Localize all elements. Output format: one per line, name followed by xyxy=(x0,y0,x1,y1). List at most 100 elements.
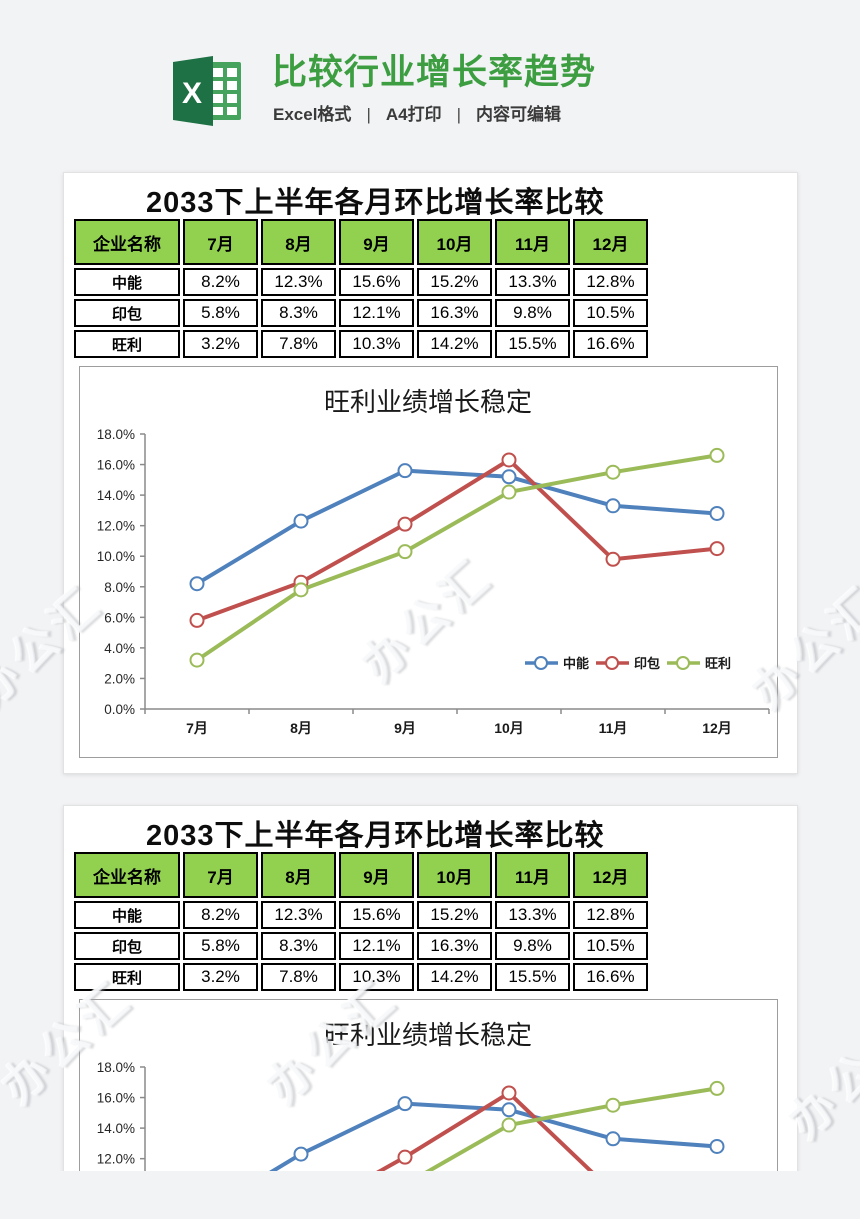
value-cell: 15.6% xyxy=(339,901,414,929)
value-cell: 3.2% xyxy=(183,963,258,991)
svg-text:12月: 12月 xyxy=(702,720,732,736)
value-cell: 13.3% xyxy=(495,901,570,929)
value-cell: 15.6% xyxy=(339,268,414,296)
svg-text:7月: 7月 xyxy=(186,720,208,736)
table-row: 中能 8.2% 12.3% 15.6% 15.2% 13.3% 12.8% xyxy=(74,268,648,296)
chart-container: 旺利业绩增长稳定0.0%2.0%4.0%6.0%8.0%10.0%12.0%14… xyxy=(79,999,778,1171)
column-header: 企业名称 xyxy=(74,852,180,898)
column-header: 11月 xyxy=(495,219,570,265)
value-cell: 15.5% xyxy=(495,963,570,991)
growth-rate-table: 企业名称 7月 8月 9月 10月 11月 12月 中能 8.2% 12.3% 15.6% 15.2%… xyxy=(71,849,651,994)
value-cell: 14.2% xyxy=(417,330,492,358)
company-name-cell: 中能 xyxy=(74,268,180,296)
value-cell: 5.8% xyxy=(183,299,258,327)
value-cell: 3.2% xyxy=(183,330,258,358)
value-cell: 12.1% xyxy=(339,932,414,960)
table-row: 中能 8.2% 12.3% 15.6% 15.2% 13.3% 12.8% xyxy=(74,901,648,929)
value-cell: 14.2% xyxy=(417,963,492,991)
svg-text:旺利: 旺利 xyxy=(705,656,731,671)
value-cell: 15.2% xyxy=(417,901,492,929)
column-header: 7月 xyxy=(183,219,258,265)
excel-icon-letter: X xyxy=(182,77,202,110)
content-area: 2033下上半年各月环比增长率比较 企业名称 7月 8月 9月 10月 11月 12月 中能 8… xyxy=(63,172,798,1171)
company-name-cell: 旺利 xyxy=(74,963,180,991)
column-header: 12月 xyxy=(573,852,648,898)
column-header: 企业名称 xyxy=(74,219,180,265)
svg-text:8.0%: 8.0% xyxy=(104,580,135,595)
value-cell: 12.3% xyxy=(261,901,336,929)
table-row: 旺利 3.2% 7.8% 10.3% 14.2% 15.5% 16.6% xyxy=(74,330,648,358)
value-cell: 12.8% xyxy=(573,901,648,929)
value-cell: 16.6% xyxy=(573,330,648,358)
value-cell: 15.2% xyxy=(417,268,492,296)
svg-text:10.0%: 10.0% xyxy=(97,549,135,564)
column-header: 8月 xyxy=(261,219,336,265)
excel-icon: X xyxy=(169,56,249,126)
column-header: 10月 xyxy=(417,219,492,265)
column-header: 12月 xyxy=(573,219,648,265)
svg-text:中能: 中能 xyxy=(563,656,589,671)
table-row: 印包 5.8% 8.3% 12.1% 16.3% 9.8% 10.5% xyxy=(74,299,648,327)
svg-text:16.0%: 16.0% xyxy=(97,1091,135,1106)
table-title: 2033下上半年各月环比增长率比较 xyxy=(146,820,605,852)
svg-text:14.0%: 14.0% xyxy=(97,488,135,503)
table-row: 印包 5.8% 8.3% 12.1% 16.3% 9.8% 10.5% xyxy=(74,932,648,960)
value-cell: 8.3% xyxy=(261,299,336,327)
svg-text:2.0%: 2.0% xyxy=(104,671,135,686)
excel-icon-graphic: X xyxy=(173,56,241,126)
svg-text:18.0%: 18.0% xyxy=(97,1060,135,1075)
value-cell: 8.2% xyxy=(183,268,258,296)
subtitle-part: Excel格式 xyxy=(273,105,352,124)
value-cell: 9.8% xyxy=(495,932,570,960)
svg-text:16.0%: 16.0% xyxy=(97,458,135,473)
value-cell: 12.8% xyxy=(573,268,648,296)
table-title: 2033下上半年各月环比增长率比较 xyxy=(146,187,605,219)
svg-text:旺利业绩增长稳定: 旺利业绩增长稳定 xyxy=(324,388,532,417)
table-header-row: 企业名称 7月 8月 9月 10月 11月 12月 xyxy=(74,219,648,265)
preview-panel-2: 2033下上半年各月环比增长率比较 企业名称 7月 8月 9月 10月 11月 12月 中能 8… xyxy=(63,805,798,1171)
value-cell: 9.8% xyxy=(495,299,570,327)
svg-text:9月: 9月 xyxy=(394,720,416,736)
page-title: 比较行业增长率趋势 xyxy=(272,53,597,92)
svg-text:印包: 印包 xyxy=(634,656,660,671)
svg-text:12.0%: 12.0% xyxy=(97,519,135,534)
svg-text:11月: 11月 xyxy=(599,720,628,736)
growth-line-chart: 旺利业绩增长稳定0.0%2.0%4.0%6.0%8.0%10.0%12.0%14… xyxy=(97,388,770,736)
header: X 比较行业增长率趋势 Excel格式 | A4打印 | 内容可编辑 xyxy=(0,0,860,160)
svg-text:14.0%: 14.0% xyxy=(97,1121,135,1136)
value-cell: 8.3% xyxy=(261,932,336,960)
company-name-cell: 中能 xyxy=(74,901,180,929)
value-cell: 16.3% xyxy=(417,932,492,960)
value-cell: 8.2% xyxy=(183,901,258,929)
value-cell: 7.8% xyxy=(261,330,336,358)
svg-text:4.0%: 4.0% xyxy=(104,641,135,656)
company-name-cell: 印包 xyxy=(74,932,180,960)
column-header: 11月 xyxy=(495,852,570,898)
value-cell: 10.3% xyxy=(339,963,414,991)
svg-text:旺利业绩增长稳定: 旺利业绩增长稳定 xyxy=(324,1021,532,1050)
growth-line-chart: 旺利业绩增长稳定0.0%2.0%4.0%6.0%8.0%10.0%12.0%14… xyxy=(97,1021,725,1171)
value-cell: 13.3% xyxy=(495,268,570,296)
svg-text:12.0%: 12.0% xyxy=(97,1152,135,1167)
subtitle-separator: | xyxy=(456,105,462,124)
value-cell: 16.6% xyxy=(573,963,648,991)
svg-text:0.0%: 0.0% xyxy=(104,702,135,717)
value-cell: 16.3% xyxy=(417,299,492,327)
company-name-cell: 旺利 xyxy=(74,330,180,358)
svg-text:8月: 8月 xyxy=(290,720,312,736)
column-header: 9月 xyxy=(339,219,414,265)
column-header: 7月 xyxy=(183,852,258,898)
value-cell: 12.3% xyxy=(261,268,336,296)
preview-panel-1: 2033下上半年各月环比增长率比较 企业名称 7月 8月 9月 10月 11月 12月 中能 8… xyxy=(63,172,798,774)
page-subtitle: Excel格式 | A4打印 | 内容可编辑 xyxy=(273,100,561,125)
svg-text:18.0%: 18.0% xyxy=(97,427,135,442)
value-cell: 7.8% xyxy=(261,963,336,991)
value-cell: 10.3% xyxy=(339,330,414,358)
growth-rate-table: 企业名称 7月 8月 9月 10月 11月 12月中能 8.2% 12.3% 15.6% 15.2%… xyxy=(71,216,651,361)
column-header: 9月 xyxy=(339,852,414,898)
company-name-cell: 印包 xyxy=(74,299,180,327)
column-header: 8月 xyxy=(261,852,336,898)
value-cell: 10.5% xyxy=(573,299,648,327)
